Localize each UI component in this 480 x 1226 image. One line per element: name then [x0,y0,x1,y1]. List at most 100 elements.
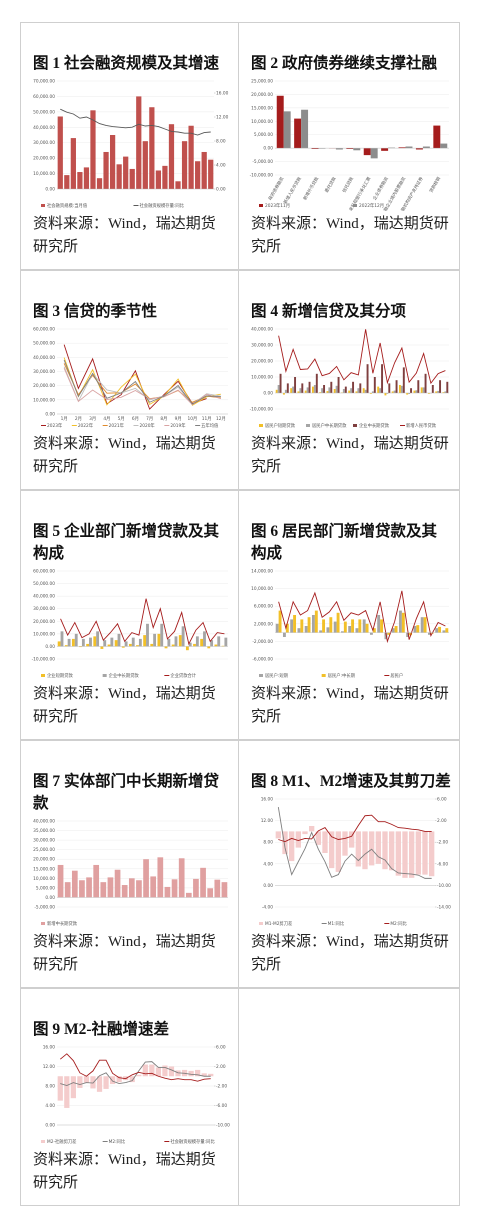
y-tick-label: 10,000.00 [33,631,55,637]
bar [322,831,328,853]
x-tick-label: 政府债券融资 [266,175,285,201]
bar [348,626,352,633]
figure-title: 图 4 新增信贷及其分项 [251,303,407,320]
bar [319,392,322,393]
bar [294,377,297,393]
bar [282,393,285,395]
figure-source: 资料来源：Wind，瑞达期货研究所 [251,436,449,475]
y-tick-label: 30,000.00 [33,606,55,612]
y-tick-label: 70,000.00 [33,79,55,85]
figure-source: 资料来源：Wind，瑞达期货研究所 [33,216,216,255]
bar [153,633,157,647]
bar [178,858,185,898]
legend-label: 新增人民币贷款 [406,422,437,429]
bar [308,381,311,393]
line [278,814,432,843]
bar [335,831,341,872]
bar [382,831,388,870]
bar [142,1064,148,1077]
bar [422,146,430,149]
bar [77,1076,83,1088]
bar [214,644,218,647]
bar [143,859,149,898]
bar [346,148,354,149]
bar [417,380,420,393]
bar [70,138,76,189]
y-tick-label: 0.00 [45,1123,55,1129]
bar [282,632,286,637]
bar [377,386,380,393]
y-tick-label: 20,000.00 [251,92,273,98]
x-tick-label: 2月 [75,416,82,422]
y2-tick-label: 12.00 [216,115,229,121]
bar [297,391,300,393]
line [278,590,446,644]
bar [357,388,360,393]
bar [437,390,440,393]
bar [74,633,78,647]
bar [435,391,438,393]
bar [195,161,201,189]
line [277,807,432,879]
y-tick-label: 4.00 [263,861,273,867]
legend-label: M2-社融剪刀差 [47,1138,77,1145]
bar [89,637,92,647]
y-tick-label: 5,000.00 [36,885,55,891]
bar [224,637,228,647]
line [63,368,222,406]
bar [391,628,395,633]
bar [362,388,365,393]
bar [433,125,441,149]
bar [171,879,178,898]
legend-swatch [41,922,45,925]
bar [306,387,309,393]
bar [138,638,142,647]
bar [107,877,114,898]
figure-title: 图 1 社会融资规模及其增速 [33,55,220,72]
bar [157,857,164,898]
bar [369,393,372,394]
x-tick-label: 10月 [187,416,197,422]
bar [409,632,413,636]
y-tick-label: 0.00 [45,187,55,193]
y-tick-label: -4.00 [262,905,273,911]
x-tick-label: 6月 [132,416,139,422]
bar [318,148,326,149]
bar [93,636,97,647]
legend-label: 五年均值 [201,422,219,429]
line [59,1053,211,1082]
bar [342,831,348,856]
bar [286,383,289,393]
figure-source: 资料来源：Wind，瑞达期货研究所 [33,686,216,725]
bar [171,644,175,647]
bar [109,1076,116,1085]
legend-swatch [321,674,326,677]
figure-cell: 图 4 新增信贷及其分项 资料来源：Wind，瑞达期货研究所 -10,000.00 0… [238,270,460,490]
bar [168,124,175,189]
x-tick-label: 3月 [89,416,96,422]
y-tick-label: 60,000.00 [33,569,55,575]
bar [329,831,335,869]
bar [146,623,149,647]
bar [389,831,395,871]
bar [121,646,125,648]
bar [372,628,376,633]
bar [283,111,291,149]
bar [276,95,284,149]
bar [326,627,330,633]
y-tick-label: 10,000.00 [33,171,55,177]
y-tick-label: 30,000.00 [251,343,273,349]
bar [394,626,398,633]
bar [444,391,447,393]
legend-label: 居民户短期贷款 [265,422,296,429]
legend-swatch [259,922,263,925]
legend-label: 居民户 [390,672,403,679]
figure-title: 图 6 居民部门新增贷款及其构成 [251,523,438,562]
bar [427,632,431,635]
line [63,357,221,406]
y-tick-label: 5,000.00 [254,132,273,138]
legend-label: M2:同比 [390,920,407,927]
line [278,329,446,385]
y-tick-label: 10,000.00 [251,586,273,592]
legend-label: 居民户:中长期 [328,672,355,679]
